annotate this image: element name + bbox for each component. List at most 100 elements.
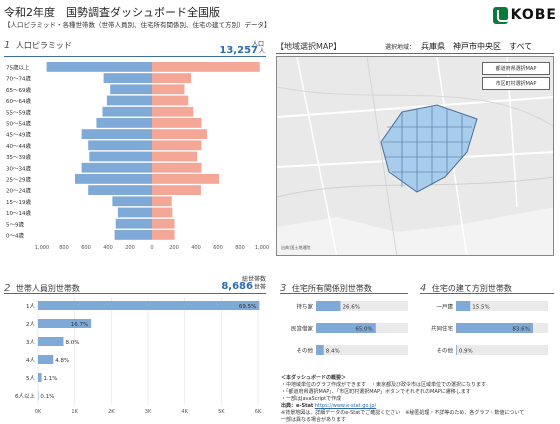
household-size-chart[interactable]: 1人 69.5% 2人 16.7% 3人 8.0% 4人 4.8% 5人 1.1% 6人以上 0.1%… — [0, 295, 270, 420]
notes-heading: ＜本ダッシュボードの概要＞ — [281, 375, 347, 381]
kpi-unit: 人 — [258, 48, 265, 55]
female-bar — [152, 196, 172, 207]
household-axis-tick: 6K — [255, 409, 262, 415]
household-data-label: 4.8% — [55, 358, 69, 364]
pyramid-axis-tick: 600 — [213, 245, 223, 251]
notes-footer: 一部は異なる場合があります — [281, 417, 347, 423]
map-road — [277, 86, 553, 127]
municipality-map-button[interactable]: 市区町村選択MAP — [482, 77, 550, 90]
household-bar — [38, 391, 39, 400]
dashboard-subtitle: 【人口ピラミッド・各種世帯数（世帯人員別、住宅所有関係別、住宅の建て方別）データ… — [4, 21, 271, 29]
dashboard-title: 令和2年度 国勢調査ダッシュボード全国版 — [4, 6, 220, 19]
pyramid-axis-tick: 400 — [191, 245, 201, 251]
male-bar — [81, 162, 152, 173]
building-type-chart[interactable]: 一戸建 15.5% 共同住宅 83.6% その他 0.9% — [418, 295, 558, 370]
percent-data-label: 0.9% — [459, 349, 473, 355]
percent-data-label: 8.4% — [326, 349, 340, 355]
household-bar — [38, 373, 42, 382]
bar-track — [456, 345, 548, 355]
age-group-label: 70～74歳 — [6, 75, 31, 83]
notes-line: ・「都道府県選択MAP」、「市区町村選択MAP」ボタンでそれぞれのMAPに遷移し… — [281, 389, 471, 395]
bar-track — [456, 301, 548, 311]
female-bar — [152, 162, 202, 173]
panel-title-text: 住宅所有関係別世帯数 — [291, 284, 372, 293]
female-bar — [152, 73, 192, 83]
male-bar — [114, 230, 152, 240]
age-group-label: 25～29歳 — [6, 176, 31, 184]
household-size-panel-title: 2 世帯人員別世帯数 — [4, 283, 80, 294]
map-panel-title: 【地域選択MAP】 — [276, 42, 342, 51]
kobe-logo[interactable]: KOBE — [493, 3, 557, 27]
household-category-label: 3人 — [26, 339, 35, 346]
notes-line: ・一部はJavaScriptで作成 — [281, 396, 342, 402]
female-bar — [152, 218, 175, 229]
percent-data-label: 83.6% — [512, 327, 529, 333]
household-data-label: 1.1% — [44, 376, 58, 382]
tenure-chart[interactable]: 持ち家 26.6% 民営借家 65.0% その他 8.4% — [278, 295, 413, 370]
female-bar — [152, 106, 194, 117]
selector-value: 兵庫県 神戸市中央区 すべて — [421, 42, 533, 51]
pyramid-axis-tick: 200 — [169, 245, 179, 251]
notes-line: ・中地域単位のグラフ作成ができます ・東京都及び政令市は区域単位での選択になりま… — [281, 382, 487, 388]
household-data-label: 16.7% — [71, 322, 88, 328]
panel-number: 4 — [420, 283, 427, 294]
age-group-label: 40～44歳 — [6, 142, 31, 150]
household-category-label: 5人 — [26, 375, 35, 382]
region-map[interactable]: 都道府県選択MAP 市区町村選択MAP 出典:国土地理院 — [276, 56, 554, 256]
age-group-label: 45～49歳 — [6, 131, 31, 139]
male-bar — [88, 185, 152, 195]
age-group-label: 35～39歳 — [6, 153, 31, 161]
source-link[interactable]: https://www.e-stat.go.jp/ — [314, 403, 377, 409]
female-bar — [152, 151, 198, 162]
panel-number: 1 — [4, 40, 11, 51]
male-bar — [96, 118, 152, 128]
map-canvas[interactable] — [277, 57, 554, 256]
prefecture-map-button[interactable]: 都道府県選択MAP — [482, 62, 550, 75]
panel-title-text: 世帯人員別世帯数 — [15, 284, 80, 293]
dashboard-notes: ＜本ダッシュボードの概要＞ ・中地域単位のグラフ作成ができます ・東京都及び政令… — [281, 375, 524, 424]
percent-bar — [456, 301, 471, 311]
percent-bar — [456, 345, 457, 355]
household-category-label: 4人 — [26, 357, 35, 364]
age-group-label: 5～9歳 — [6, 220, 24, 228]
source-label: 出典：e-Stat — [281, 403, 314, 409]
map-road — [296, 57, 338, 255]
female-bar — [152, 230, 175, 240]
age-group-label: 10～14歳 — [6, 209, 31, 217]
pyramid-underline — [4, 56, 266, 57]
household-bar — [38, 355, 54, 364]
male-bar — [81, 129, 152, 139]
percent-bar — [316, 301, 341, 311]
male-bar — [106, 95, 152, 106]
household-axis-tick: 3K — [145, 409, 152, 415]
building-type-underline — [420, 293, 554, 294]
category-label: 民営借家 — [291, 325, 314, 333]
category-label: その他 — [436, 347, 453, 355]
region-selector[interactable]: 選択地域： 兵庫県 神戸市中央区 すべて — [385, 41, 532, 52]
household-axis-tick: 4K — [181, 409, 188, 415]
map-road — [366, 57, 398, 255]
age-group-label: 30～34歳 — [6, 164, 31, 172]
population-pyramid-chart[interactable]: 75歳以上 70～74歳 65～69歳 60～64歳 55～59歳 50～54歳 45～49… — [0, 58, 270, 258]
pyramid-axis-tick: 600 — [81, 245, 91, 251]
district-grid — [383, 106, 472, 192]
household-bar — [38, 319, 92, 328]
panel-number: 2 — [4, 283, 11, 294]
age-group-label: 20～24歳 — [6, 187, 31, 195]
map-underline — [276, 53, 554, 54]
percent-bar — [316, 323, 376, 333]
female-bar — [152, 174, 220, 184]
bar-track — [316, 345, 408, 355]
panel-title-text: 人口ピラミッド — [15, 41, 72, 50]
percent-bar — [316, 345, 324, 355]
household-data-label: 0.1% — [40, 394, 54, 400]
panel-title-text: 住宅の建て方別世帯数 — [431, 284, 512, 293]
tenure-panel-title: 3 住宅所有関係別世帯数 — [280, 283, 372, 294]
panel-number: 3 — [280, 283, 287, 294]
category-label: その他 — [296, 347, 313, 355]
male-bar — [110, 84, 152, 95]
female-bar — [152, 185, 201, 195]
male-bar — [112, 196, 152, 207]
age-group-label: 55～59歳 — [6, 108, 31, 116]
pyramid-axis-tick: 1,000 — [255, 245, 269, 251]
